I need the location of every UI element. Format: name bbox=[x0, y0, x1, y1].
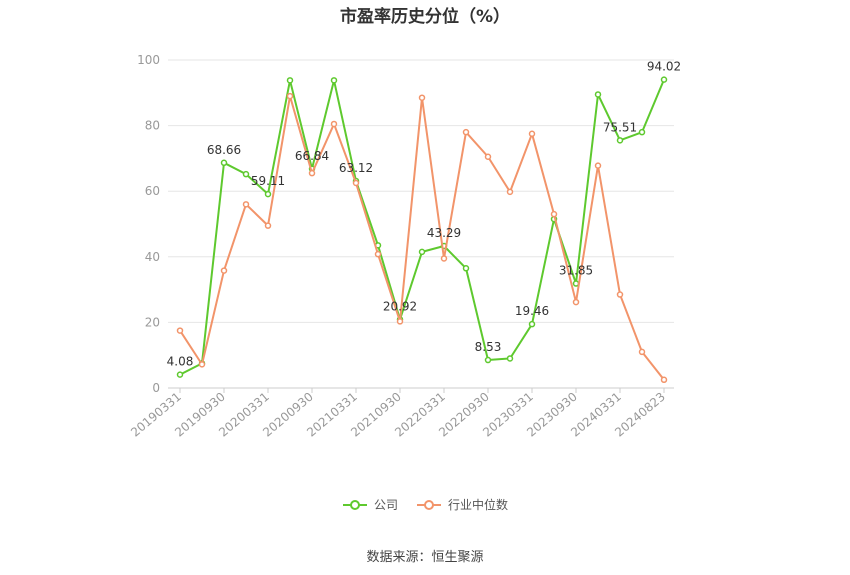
data-point bbox=[616, 137, 624, 144]
legend-label: 行业中位数 bbox=[448, 498, 509, 512]
legend-item-1[interactable]: 行业中位数 bbox=[416, 496, 508, 513]
data-point bbox=[594, 162, 602, 169]
data-point bbox=[242, 170, 250, 178]
data-label: 43.29 bbox=[427, 226, 461, 240]
data-point bbox=[418, 94, 426, 101]
data-point bbox=[638, 348, 646, 356]
data-point bbox=[484, 356, 492, 364]
y-tick-label: 80 bbox=[145, 119, 160, 133]
data-point bbox=[286, 77, 294, 84]
legend: 公司 行业中位数 bbox=[0, 496, 850, 513]
data-point bbox=[308, 169, 316, 177]
data-label: 75.51 bbox=[603, 120, 637, 134]
data-point bbox=[462, 128, 470, 136]
data-point bbox=[550, 210, 558, 218]
data-point bbox=[352, 179, 360, 187]
data-point bbox=[330, 120, 338, 128]
data-point bbox=[506, 355, 514, 362]
legend-item-0[interactable]: 公司 bbox=[342, 496, 398, 513]
data-point bbox=[220, 267, 228, 274]
data-label: 19.46 bbox=[515, 304, 549, 318]
data-point bbox=[264, 190, 272, 198]
data-point bbox=[528, 320, 536, 328]
legend-label: 公司 bbox=[373, 498, 398, 512]
data-label: 68.66 bbox=[207, 143, 241, 157]
data-point bbox=[220, 159, 228, 167]
data-label: 59.11 bbox=[251, 174, 285, 188]
data-labels: 4.08 68.66 59.11 66.84 63.12 20.92 43.29 8.53 19… bbox=[167, 60, 682, 369]
data-label: 94.02 bbox=[647, 60, 681, 74]
y-tick-label: 20 bbox=[145, 315, 160, 329]
data-point bbox=[264, 222, 272, 229]
data-point bbox=[660, 376, 668, 384]
data-point bbox=[660, 76, 668, 83]
y-tick-label: 0 bbox=[152, 381, 160, 395]
data-point bbox=[374, 250, 382, 258]
y-tick-label: 40 bbox=[145, 250, 160, 264]
data-point bbox=[572, 298, 580, 306]
data-point bbox=[616, 291, 624, 298]
data-point bbox=[506, 188, 514, 196]
data-point bbox=[286, 92, 294, 100]
data-point bbox=[198, 361, 206, 368]
data-source: 数据来源：恒生聚源 bbox=[366, 550, 484, 565]
data-point bbox=[396, 318, 404, 325]
data-label: 63.12 bbox=[339, 161, 373, 175]
legend-marker-icon bbox=[342, 499, 367, 510]
y-tick-label: 100 bbox=[137, 53, 160, 67]
data-label: 31.85 bbox=[559, 264, 593, 278]
series-line-0 bbox=[179, 79, 665, 376]
data-point bbox=[176, 327, 184, 334]
data-point bbox=[462, 265, 470, 272]
series-line-1 bbox=[179, 95, 665, 381]
data-point bbox=[638, 128, 646, 136]
data-label: 66.84 bbox=[295, 149, 329, 163]
data-label: 4.08 bbox=[167, 355, 194, 369]
y-tick-label: 60 bbox=[145, 184, 160, 198]
data-label: 8.53 bbox=[475, 340, 502, 354]
axes: 0204060801002019033120190930202003312020… bbox=[128, 53, 668, 440]
data-point bbox=[242, 201, 250, 208]
data-point bbox=[418, 248, 426, 256]
series-lines bbox=[176, 76, 668, 384]
legend-marker-icon bbox=[417, 499, 441, 510]
data-point bbox=[440, 255, 448, 262]
data-point bbox=[528, 130, 536, 138]
data-label: 20.92 bbox=[383, 299, 417, 313]
data-point bbox=[330, 77, 338, 84]
data-point bbox=[176, 371, 184, 378]
data-point bbox=[594, 91, 602, 98]
chart-title: 市盈率历史分位（%） bbox=[339, 7, 511, 27]
data-point bbox=[484, 153, 492, 161]
